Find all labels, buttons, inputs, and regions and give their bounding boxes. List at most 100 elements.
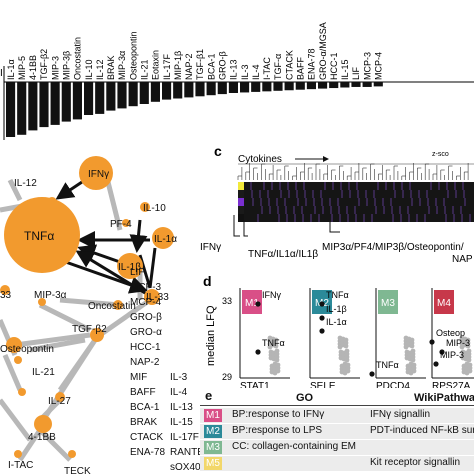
- badge-text-M4: M4: [437, 298, 451, 309]
- bar-label-12: IL-21: [140, 59, 150, 80]
- bar-label-18: BCA-1: [206, 53, 216, 80]
- dot: [465, 343, 471, 349]
- dot-highlight: [255, 301, 261, 307]
- zscore-label: z-sco: [432, 151, 449, 158]
- heat-cell: [408, 214, 410, 222]
- bar-13: [150, 82, 160, 102]
- bar-15: [173, 82, 183, 99]
- bar-14: [162, 82, 172, 100]
- heat-cell: [296, 190, 298, 198]
- ytick-bottom: 29: [222, 372, 232, 382]
- dot: [342, 370, 348, 376]
- bar-0: [6, 82, 16, 137]
- heat-cell: [400, 214, 402, 222]
- heat-cell: [469, 214, 471, 222]
- heat-cell: [271, 182, 273, 190]
- label-teck: TECK: [64, 466, 91, 474]
- heat-cell: [280, 190, 282, 198]
- list2-item-5: RANTES: [170, 447, 200, 458]
- panel-e-badge-M1: M1: [204, 409, 222, 422]
- dot-label: IL-1β: [326, 304, 347, 314]
- list1-item-7: MIF: [130, 372, 147, 383]
- gene-STAT1: STAT1: [240, 381, 270, 388]
- panel-e-go-M3: CC: collagen-containing EM: [232, 441, 356, 452]
- node-ifng: [79, 156, 113, 190]
- heat-cell: [304, 190, 306, 198]
- heat-cell: [407, 206, 409, 214]
- heat-cell: [321, 198, 323, 206]
- node-extra: [14, 356, 22, 364]
- heat-cell: [278, 214, 280, 222]
- panel-c-dendro-label: Cytokines: [238, 154, 282, 165]
- heat-cell: [277, 206, 279, 214]
- dot: [408, 370, 414, 376]
- bar-17: [195, 82, 205, 97]
- heat-cell: [402, 190, 404, 198]
- bar-10: [117, 82, 127, 109]
- heat-cell: [303, 182, 305, 190]
- heat-cell: [294, 214, 296, 222]
- heat-row-key-0: [238, 182, 244, 190]
- dot: [337, 344, 343, 350]
- heat-cell: [318, 214, 320, 222]
- dot-highlight: [369, 371, 375, 377]
- panel-d-plots: 3329M1STAT1IFNγTNFαM2SELETNFαIL-1βIL-1αM…: [222, 288, 474, 388]
- ytick-top: 33: [222, 296, 232, 306]
- heat-cell: [337, 198, 339, 206]
- network-nodes: [0, 156, 174, 458]
- heat-cell: [276, 198, 278, 206]
- heat-cell: [338, 206, 340, 214]
- heat-cell: [371, 214, 373, 222]
- dot-highlight: [319, 315, 325, 321]
- dot-label: IFNγ: [262, 290, 281, 300]
- bar-32: [362, 82, 372, 87]
- bar-25: [284, 82, 294, 91]
- label-33: 33: [0, 290, 12, 301]
- node-pf4: [122, 219, 130, 227]
- bar-9: [106, 82, 116, 111]
- heat-cell: [286, 214, 288, 222]
- dot: [466, 357, 472, 363]
- heat-cell: [419, 198, 421, 206]
- heat-cell: [269, 206, 271, 214]
- network-list-col1: LIF MCP-3 MCP-4 GRO-β GRO-α HCC-1 NAP-2 MIF BAFF…: [130, 267, 165, 458]
- heat-cell: [390, 198, 392, 206]
- dot: [403, 344, 409, 350]
- heat-cell: [252, 198, 254, 206]
- heat-cell: [446, 182, 448, 190]
- label-oncostatin: Oncostatin: [88, 301, 136, 312]
- panel-d-ylabel: median LFQ: [205, 305, 217, 366]
- bar-label-30: IL-15: [340, 59, 350, 80]
- badge-text-M3: M3: [381, 298, 395, 309]
- label-il27: IL-27: [48, 396, 71, 407]
- bar-label-24: TGF-α: [273, 54, 283, 80]
- bar-label-25: CTACK: [284, 50, 294, 80]
- node-33: [0, 285, 10, 295]
- dot-highlight: [433, 361, 439, 367]
- node-mip3a: [38, 298, 46, 306]
- heat-cell: [393, 182, 395, 190]
- heat-cell: [340, 182, 342, 190]
- badge-M4: [434, 290, 454, 314]
- bar-label-7: IL-10: [84, 59, 94, 80]
- heat-row-1: [238, 190, 474, 198]
- bar-label-0: IL-1α: [6, 59, 16, 80]
- bar-31: [351, 82, 361, 87]
- list1-item-9: BCA-1: [130, 402, 160, 413]
- bar-label-17: TGF-β1: [195, 49, 205, 80]
- heat-cell: [464, 198, 466, 206]
- bar-11: [128, 82, 138, 107]
- bar-label-9: BRAK: [106, 55, 116, 80]
- list2-item-1: IL-4: [170, 387, 188, 398]
- heat-cell: [363, 214, 365, 222]
- network-black-edges: [55, 178, 157, 298]
- heat-cell: [430, 182, 432, 190]
- heat-cell: [284, 198, 286, 206]
- panel-e-go-M1: BP:response to IFNγ: [232, 409, 325, 420]
- heat-row-2: [238, 198, 474, 206]
- heat-cell: [455, 190, 457, 198]
- node-tnfa: [4, 197, 80, 273]
- node-itac: [14, 450, 22, 458]
- bar-6: [72, 82, 82, 120]
- bar-label-26: BAFF: [296, 56, 306, 80]
